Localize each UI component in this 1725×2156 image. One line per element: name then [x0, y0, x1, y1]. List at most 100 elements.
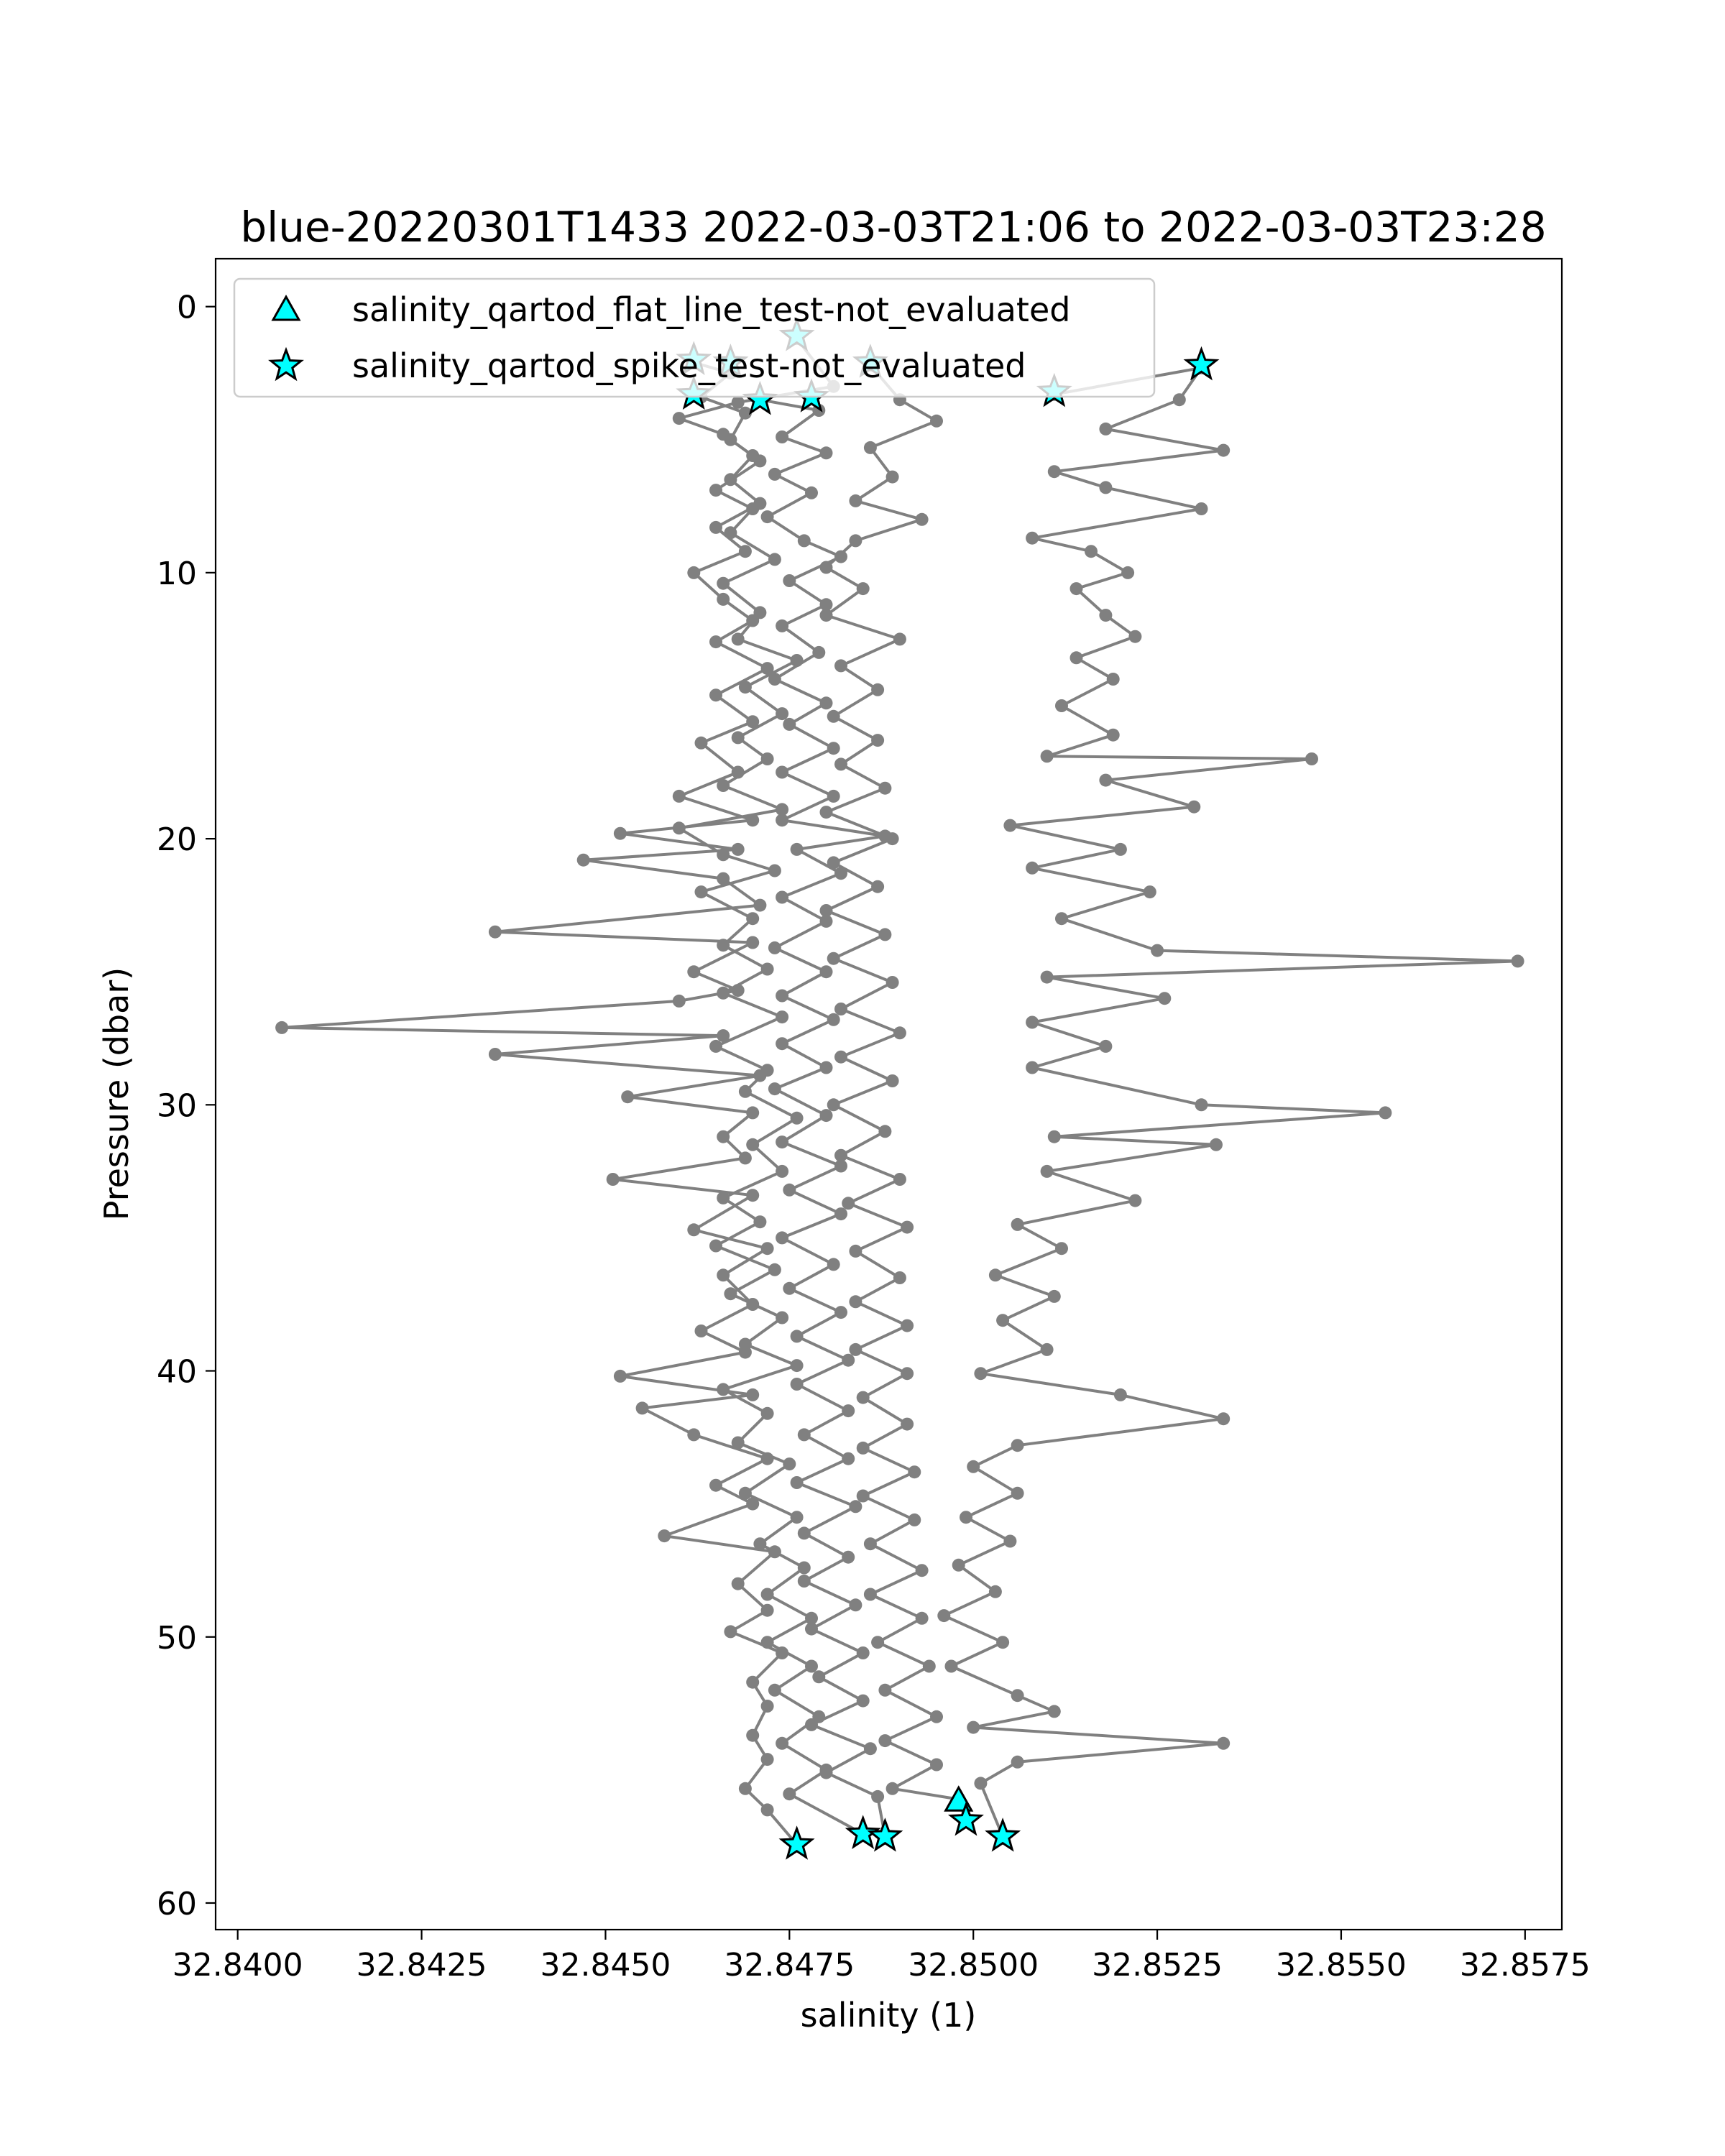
data-point: [805, 1659, 818, 1673]
data-point: [849, 1295, 862, 1309]
data-point: [878, 1125, 892, 1138]
data-point: [1210, 1138, 1223, 1151]
data-point: [849, 1244, 862, 1258]
y-tick-label: 0: [177, 290, 197, 326]
data-point: [1099, 773, 1113, 787]
data-point: [827, 1258, 840, 1271]
data-point: [834, 550, 847, 563]
data-point: [1040, 1342, 1054, 1356]
data-point: [760, 1588, 774, 1601]
series-3: [753, 393, 892, 1843]
data-point: [1195, 502, 1208, 515]
data-point: [842, 1197, 855, 1210]
star-marker: [845, 1815, 881, 1849]
data-point: [731, 842, 745, 856]
data-point: [613, 1369, 627, 1383]
data-point: [1128, 1194, 1142, 1207]
data-point: [1011, 1486, 1024, 1500]
data-point: [790, 1111, 804, 1125]
data-point: [819, 446, 833, 460]
data-point: [834, 1148, 847, 1162]
data-point: [974, 1777, 988, 1790]
plot-frame: [214, 257, 1563, 1931]
series-1: [275, 332, 840, 1851]
data-point: [709, 1039, 722, 1053]
x-tick-label: 32.8550: [1276, 1947, 1407, 1984]
data-point: [1055, 912, 1068, 926]
data-point: [738, 406, 752, 420]
data-point: [996, 1636, 1010, 1649]
data-point: [776, 619, 789, 632]
x-tick-label: 32.8450: [540, 1947, 671, 1984]
data-point: [930, 1758, 943, 1772]
data-point: [849, 1598, 862, 1612]
data-point: [776, 1736, 789, 1750]
data-point: [797, 1526, 811, 1540]
series-line: [760, 398, 887, 1837]
data-point: [1003, 819, 1017, 832]
data-point: [863, 441, 877, 454]
legend-label: salinity_qartod_spike_test-not_evaluated: [352, 346, 1026, 385]
data-point: [1026, 1061, 1039, 1074]
data-point: [783, 1183, 796, 1197]
data-point: [731, 632, 745, 646]
data-point: [1055, 1242, 1068, 1256]
legend: salinity_qartod_flat_line_test-not_evalu…: [233, 277, 1156, 398]
data-point: [863, 1537, 877, 1551]
data-point: [1047, 465, 1061, 479]
data-point: [819, 806, 833, 819]
data-point: [834, 1050, 847, 1064]
x-tick-label: 32.8400: [172, 1947, 303, 1984]
data-point: [1040, 750, 1054, 763]
data-point: [871, 1636, 885, 1649]
legend-label: salinity_qartod_flat_line_test-not_evalu…: [352, 290, 1070, 329]
data-point: [709, 1478, 722, 1492]
x-tick-label: 32.8575: [1460, 1947, 1591, 1984]
y-tick-label: 60: [157, 1886, 197, 1922]
data-point: [797, 1561, 811, 1575]
data-point: [1106, 728, 1120, 742]
data-point: [901, 1417, 914, 1431]
data-point: [687, 965, 701, 979]
data-point: [886, 470, 899, 484]
data-point: [797, 1428, 811, 1442]
data-point: [827, 742, 840, 755]
data-point: [819, 1766, 833, 1779]
data-point: [834, 757, 847, 771]
data-point: [790, 842, 804, 856]
data-point: [776, 707, 789, 721]
legend-triangle-icon: [271, 294, 301, 321]
data-point: [738, 681, 752, 694]
data-point: [783, 1457, 796, 1471]
data-point: [738, 1782, 752, 1795]
data-point: [856, 1441, 870, 1455]
x-tick-label: 32.8425: [356, 1947, 487, 1984]
data-point: [717, 848, 730, 862]
data-point: [717, 986, 730, 1000]
data-point: [1217, 443, 1230, 457]
data-point: [930, 1710, 943, 1723]
data-point: [1172, 393, 1186, 407]
data-point: [901, 1319, 914, 1332]
data-point: [760, 1753, 774, 1766]
data-point: [827, 952, 840, 965]
data-point: [717, 779, 730, 792]
data-point: [856, 1489, 870, 1503]
data-point: [746, 1106, 760, 1120]
data-point: [760, 1700, 774, 1713]
data-point: [760, 1064, 774, 1077]
data-point: [827, 789, 840, 803]
data-point: [797, 1575, 811, 1588]
data-point: [871, 1789, 885, 1803]
legend-frame: [233, 277, 1156, 398]
legend-star-icon: [268, 346, 304, 382]
data-point: [988, 1585, 1002, 1598]
data-point: [768, 1263, 781, 1276]
data-point: [908, 1465, 921, 1479]
data-point: [576, 853, 590, 867]
data-point: [738, 1151, 752, 1165]
data-point: [717, 1130, 730, 1143]
data-point: [776, 814, 789, 827]
data-point: [275, 1021, 289, 1034]
data-point: [1113, 842, 1127, 856]
